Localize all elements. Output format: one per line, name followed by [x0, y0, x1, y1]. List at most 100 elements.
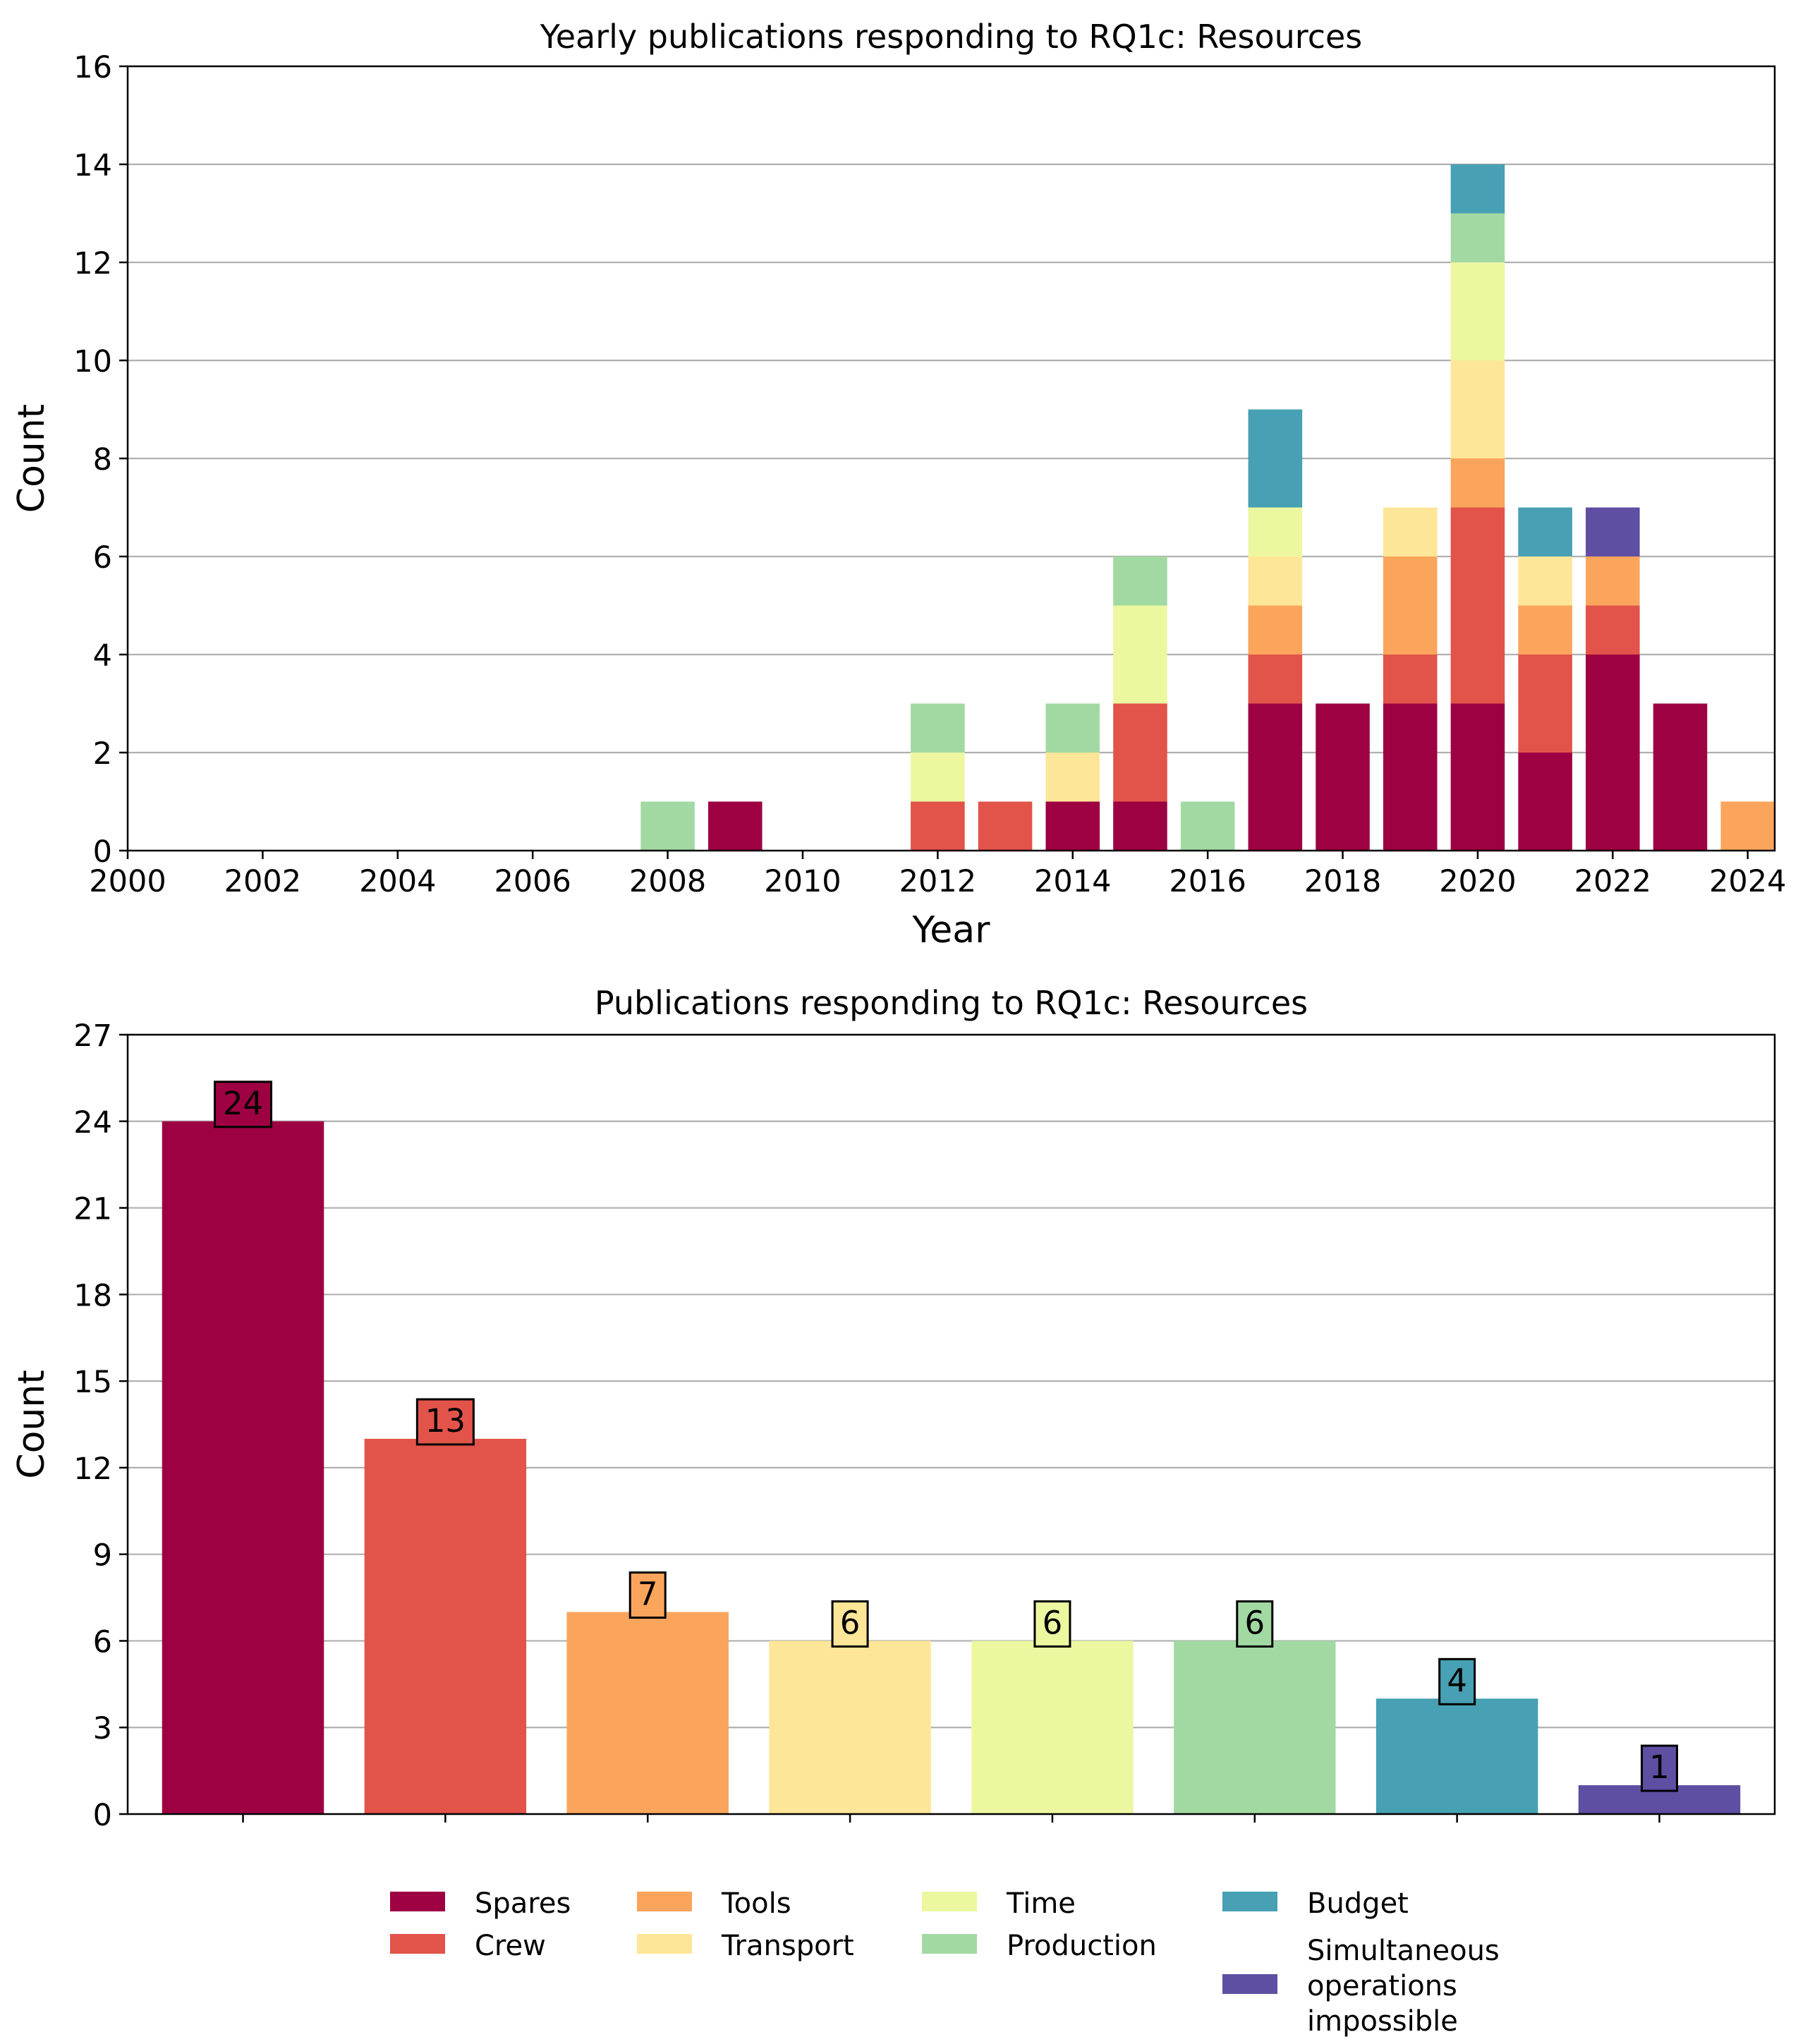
bar-time-2015: [1113, 605, 1167, 704]
bar-production-2012: [911, 703, 965, 753]
bar-spares-2014: [1045, 801, 1100, 851]
y-tick-label: 15: [73, 1365, 112, 1400]
legend-label-crew: Crew: [475, 1930, 546, 1962]
legend-swatch-tools: [637, 1892, 692, 1911]
bar-simultaneous-operations-impossible-2022: [1586, 507, 1640, 556]
legend-swatch-spares: [390, 1892, 445, 1911]
legend-swatch-budget: [1222, 1892, 1277, 1911]
bar-time: [971, 1641, 1134, 1814]
x-tick-label: 2008: [629, 864, 706, 899]
y-tick-label: 21: [73, 1192, 112, 1227]
y-tick-label: 12: [73, 1452, 112, 1487]
y-tick-label: 16: [73, 50, 112, 85]
y-tick-label: 12: [73, 246, 112, 281]
x-tick-label: 2004: [359, 864, 436, 899]
bar-transport-2021: [1518, 556, 1572, 606]
bar-transport: [769, 1641, 931, 1814]
chart-title: Yearly publications responding to RQ1c: …: [540, 18, 1363, 56]
bar-spares-2015: [1113, 801, 1167, 851]
bar-time-2017: [1248, 507, 1303, 556]
bar-crew-2019: [1383, 655, 1438, 704]
y-axis-label: Count: [11, 1370, 53, 1478]
legend-swatch-time: [922, 1892, 977, 1911]
legend-swatch-simultaneous-operations-impossible: [1222, 1974, 1277, 1994]
bar-budget-2021: [1518, 507, 1572, 556]
legend-label-simultaneous-operations-impossible: impossible: [1307, 2005, 1458, 2038]
bar-crew-2017: [1248, 655, 1303, 704]
y-tick-label: 0: [93, 1798, 112, 1833]
y-tick-label: 0: [93, 834, 112, 870]
bar-production-2015: [1113, 556, 1167, 606]
legend-swatch-production: [922, 1934, 977, 1954]
x-tick-label: 2010: [764, 864, 841, 899]
bar-crew-2021: [1518, 655, 1572, 753]
bar-crew-2013: [978, 801, 1033, 851]
bar-spares-2021: [1518, 753, 1572, 851]
bar-spares-2009: [707, 801, 763, 851]
bar-budget: [1375, 1698, 1538, 1814]
bar-production-2016: [1180, 801, 1235, 851]
bar-production-2008: [640, 801, 695, 851]
x-tick-label: 2024: [1709, 864, 1786, 899]
x-tick-label: 2012: [899, 864, 976, 899]
bar-crew: [364, 1438, 527, 1814]
data-label-box-simultaneous-operations-impossible: [1640, 1744, 1678, 1792]
total-count-bar-chart: 0 3 6 9 12 15 18 21 24 27 24 13 7 6 6 6 4 1 Publications r…: [11, 984, 1776, 1833]
bar-spares: [162, 1121, 324, 1814]
y-tick-label: 3: [93, 1711, 112, 1746]
bar-spares-2017: [1248, 703, 1303, 851]
bar-production-2020: [1450, 213, 1505, 262]
y-tick-label: 8: [93, 442, 112, 477]
x-tick-label: 2022: [1574, 864, 1651, 899]
bar-tools-2021: [1518, 605, 1572, 655]
data-label-box-time: [1033, 1600, 1071, 1648]
bar-crew-2015: [1113, 703, 1167, 802]
legend-label-budget: Budget: [1307, 1887, 1409, 1920]
bar-tools-2019: [1383, 556, 1438, 655]
bar-production: [1174, 1641, 1336, 1814]
data-label-budget: 4: [1447, 1662, 1467, 1699]
bar-tools-2017: [1248, 605, 1303, 655]
bar-crew-2012: [911, 801, 965, 851]
bar-time-2012: [911, 753, 965, 802]
y-tick-label: 14: [73, 148, 112, 183]
bar-spares-2023: [1653, 703, 1708, 851]
bar-tools-2022: [1586, 556, 1640, 606]
bar-transport-2017: [1248, 556, 1303, 606]
data-label-crew: 13: [425, 1402, 466, 1440]
yearly-stacked-bar-chart: 0 2 4 6 8 10 12 14 16 2000 2002 2004 2006 2008 2010 201…: [11, 18, 1786, 951]
data-label-tools: 7: [638, 1576, 658, 1613]
data-label-box-tools: [628, 1571, 667, 1619]
legend-label-simultaneous-operations-impossible: Simultaneous: [1307, 1935, 1500, 1967]
bar-spares-2020: [1450, 703, 1505, 851]
x-tick-label: 2020: [1439, 864, 1516, 899]
bar-budget-2017: [1248, 409, 1303, 508]
data-label-spares: 24: [223, 1085, 263, 1122]
chart-title: Publications responding to RQ1c: Resourc…: [595, 984, 1308, 1022]
bar-tools-2024: [1720, 801, 1775, 851]
data-label-transport: 6: [840, 1604, 861, 1641]
bar-crew-2020: [1450, 507, 1505, 704]
legend-label-simultaneous-operations-impossible: operations: [1307, 1970, 1457, 2002]
legend-label-production: Production: [1007, 1930, 1157, 1962]
legend-label-transport: Transport: [721, 1930, 854, 1962]
legend-swatch-crew: [390, 1934, 445, 1954]
legend-swatch-transport: [637, 1934, 692, 1954]
data-label-box-production: [1236, 1600, 1274, 1648]
y-tick-label: 9: [93, 1538, 112, 1574]
y-tick-label: 24: [73, 1105, 112, 1140]
y-tick-label: 27: [73, 1018, 112, 1054]
y-tick-label: 18: [73, 1278, 112, 1313]
data-label-box-crew: [415, 1398, 475, 1446]
bar-spares-2022: [1586, 655, 1640, 851]
x-tick-label: 2016: [1169, 864, 1246, 899]
plot-frame: [126, 1033, 1776, 1815]
bar-transport-2020: [1450, 360, 1505, 458]
bar-tools: [566, 1612, 729, 1814]
bar-production-2014: [1045, 703, 1100, 753]
y-tick-label: 4: [93, 638, 112, 674]
x-tick-label: 2006: [494, 864, 571, 899]
legend-label-tools: Tools: [721, 1887, 791, 1920]
legend: Spares Crew Tools Transport Time Production Bu…: [390, 1887, 1500, 2038]
